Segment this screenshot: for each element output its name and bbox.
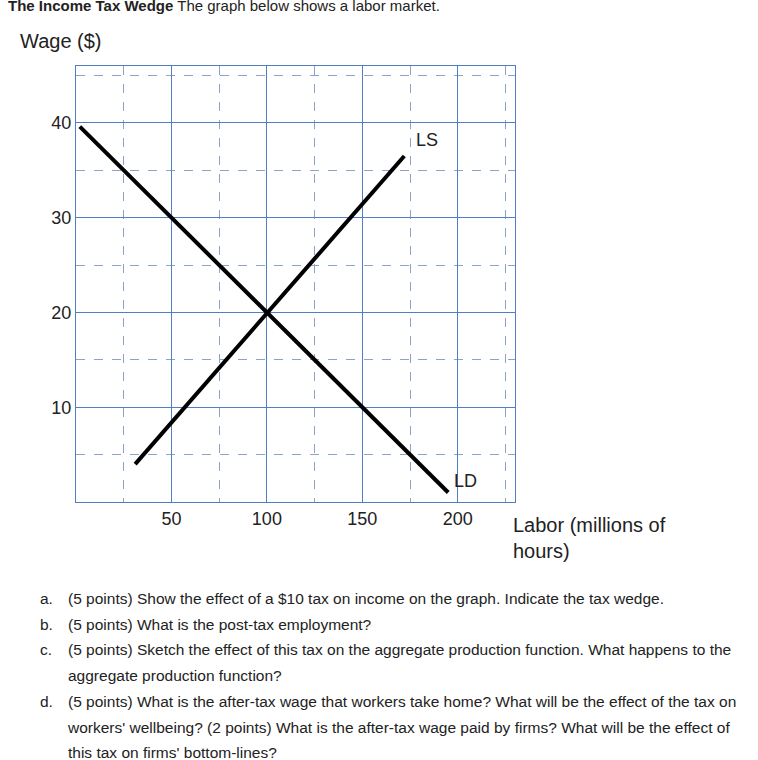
svg-text:40: 40: [51, 113, 71, 133]
svg-text:LD: LD: [454, 471, 477, 491]
html-text:(5 points) Show the effect of: (5 points) Show the effect of a $10 tax …: [68, 590, 664, 607]
svg-text:20: 20: [51, 303, 71, 323]
html-text:Labor (millions of hours): Labor (millions of hours): [513, 514, 666, 562]
svg-text:30: 30: [51, 208, 71, 228]
svg-text:10: 10: [51, 398, 71, 418]
svg-text:100: 100: [252, 509, 282, 529]
svg-text:50: 50: [161, 509, 181, 529]
svg-text:150: 150: [347, 509, 377, 529]
html-text:(5 points) Sketch the effect o: (5 points) Sketch the effect of this tax…: [68, 641, 732, 685]
html-text:Wage ($): Wage ($): [20, 30, 102, 52]
html-text:a.: a.: [40, 590, 53, 607]
html-text:d.: d.: [40, 692, 53, 710]
svg-text:LS: LS: [416, 130, 438, 150]
html-text:(5 points) What is the post-ta: (5 points) What is the post-tax employme…: [68, 615, 372, 633]
html-text:b.: b.: [40, 615, 53, 633]
svg-text:200: 200: [443, 509, 473, 529]
html-text:c.: c.: [40, 641, 53, 659]
